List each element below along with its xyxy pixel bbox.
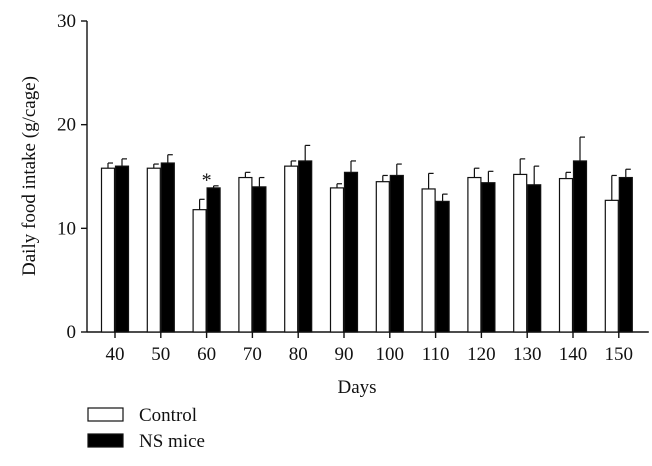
legend-label: Control: [139, 405, 197, 426]
legend-label: NS mice: [139, 431, 205, 452]
bar: [206, 187, 221, 333]
bar: [329, 187, 345, 333]
bar: [467, 176, 482, 333]
x-tick-label: 60: [197, 344, 216, 365]
x-tick-label: 50: [151, 344, 170, 365]
y-axis: 0 10 20 30: [57, 11, 88, 343]
bar: [238, 176, 253, 333]
legend-swatch: [87, 407, 124, 422]
bar: [100, 167, 116, 333]
bar: [284, 165, 299, 333]
significance-marker: *: [202, 170, 212, 192]
bar: [618, 176, 633, 333]
x-tick-label: 70: [243, 344, 262, 365]
y-tick-label: 10: [57, 218, 76, 239]
bar: [389, 174, 404, 333]
x-tick-label: 100: [376, 344, 405, 365]
y-tick-label: 30: [57, 11, 76, 32]
y-tick-label: 0: [67, 322, 77, 343]
bar: [481, 182, 496, 333]
bars: [100, 136, 633, 333]
x-tick-label: 120: [467, 344, 496, 365]
annotations: *: [202, 170, 212, 192]
bar: [146, 167, 161, 333]
bar: [558, 177, 574, 333]
x-tick-label: 90: [335, 344, 354, 365]
x-tick-label: 40: [106, 344, 125, 365]
bar: [604, 199, 619, 333]
bar: [421, 188, 436, 333]
bar: [298, 160, 313, 333]
y-tick-label: 20: [57, 115, 76, 136]
bar: [252, 186, 267, 333]
bar: [160, 162, 175, 333]
bar: [114, 165, 130, 333]
x-tick-label: 110: [422, 344, 450, 365]
bar: [435, 200, 450, 333]
x-tick-label: 140: [559, 344, 588, 365]
bar: [192, 209, 207, 333]
bar: [343, 171, 359, 333]
x-axis-title: Days: [337, 377, 376, 398]
legend: Control NS mice: [87, 405, 205, 452]
bar: [572, 160, 588, 333]
x-tick-label: 80: [289, 344, 308, 365]
x-tick-label: 150: [605, 344, 634, 365]
bar: [375, 181, 390, 333]
bar: [527, 184, 542, 333]
x-tick-label: 130: [513, 344, 542, 365]
y-axis-title: Daily food intake (g/cage): [19, 76, 40, 276]
bar: [513, 173, 528, 333]
legend-swatch: [87, 433, 124, 448]
x-axis: 40 50 60 70 80 90 100 110 120 130 140 150: [87, 331, 649, 365]
